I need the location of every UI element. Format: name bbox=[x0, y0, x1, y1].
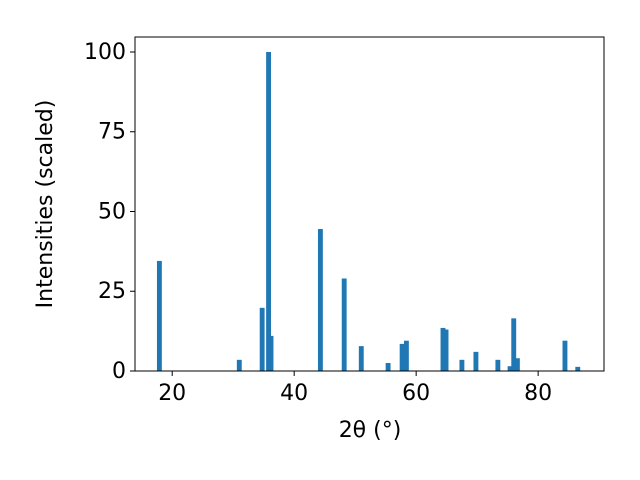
y-tick-label: 100 bbox=[84, 40, 126, 65]
bar bbox=[385, 363, 391, 371]
bar bbox=[156, 260, 162, 371]
bar bbox=[341, 278, 347, 371]
y-axis-label: Intensities (scaled) bbox=[33, 100, 58, 309]
bar bbox=[459, 359, 465, 371]
bar bbox=[358, 346, 364, 371]
y-tick-label: 75 bbox=[98, 120, 126, 145]
x-tick-label: 80 bbox=[524, 381, 552, 406]
x-tick-label: 40 bbox=[280, 381, 308, 406]
bar bbox=[399, 343, 405, 371]
y-tick-label: 25 bbox=[98, 279, 126, 304]
y-tick-label: 50 bbox=[98, 199, 126, 224]
bar bbox=[317, 229, 323, 371]
axes-frame bbox=[134, 36, 605, 372]
x-tick-label: 20 bbox=[158, 381, 186, 406]
bar bbox=[507, 366, 513, 371]
bar bbox=[440, 327, 446, 371]
bar bbox=[268, 335, 274, 371]
bar bbox=[562, 340, 568, 371]
bar bbox=[236, 359, 242, 371]
bar bbox=[443, 329, 449, 371]
bar bbox=[259, 307, 265, 371]
x-axis-label: 2θ (°) bbox=[339, 418, 402, 443]
bar bbox=[495, 359, 501, 371]
bar bbox=[403, 340, 409, 371]
x-tick-label: 60 bbox=[402, 381, 430, 406]
bar bbox=[511, 318, 517, 371]
bar bbox=[514, 358, 520, 371]
plot-area bbox=[156, 51, 581, 371]
y-tick-label: 0 bbox=[112, 359, 126, 384]
bar bbox=[473, 351, 479, 371]
bar bbox=[575, 366, 581, 371]
bar bbox=[266, 51, 272, 371]
